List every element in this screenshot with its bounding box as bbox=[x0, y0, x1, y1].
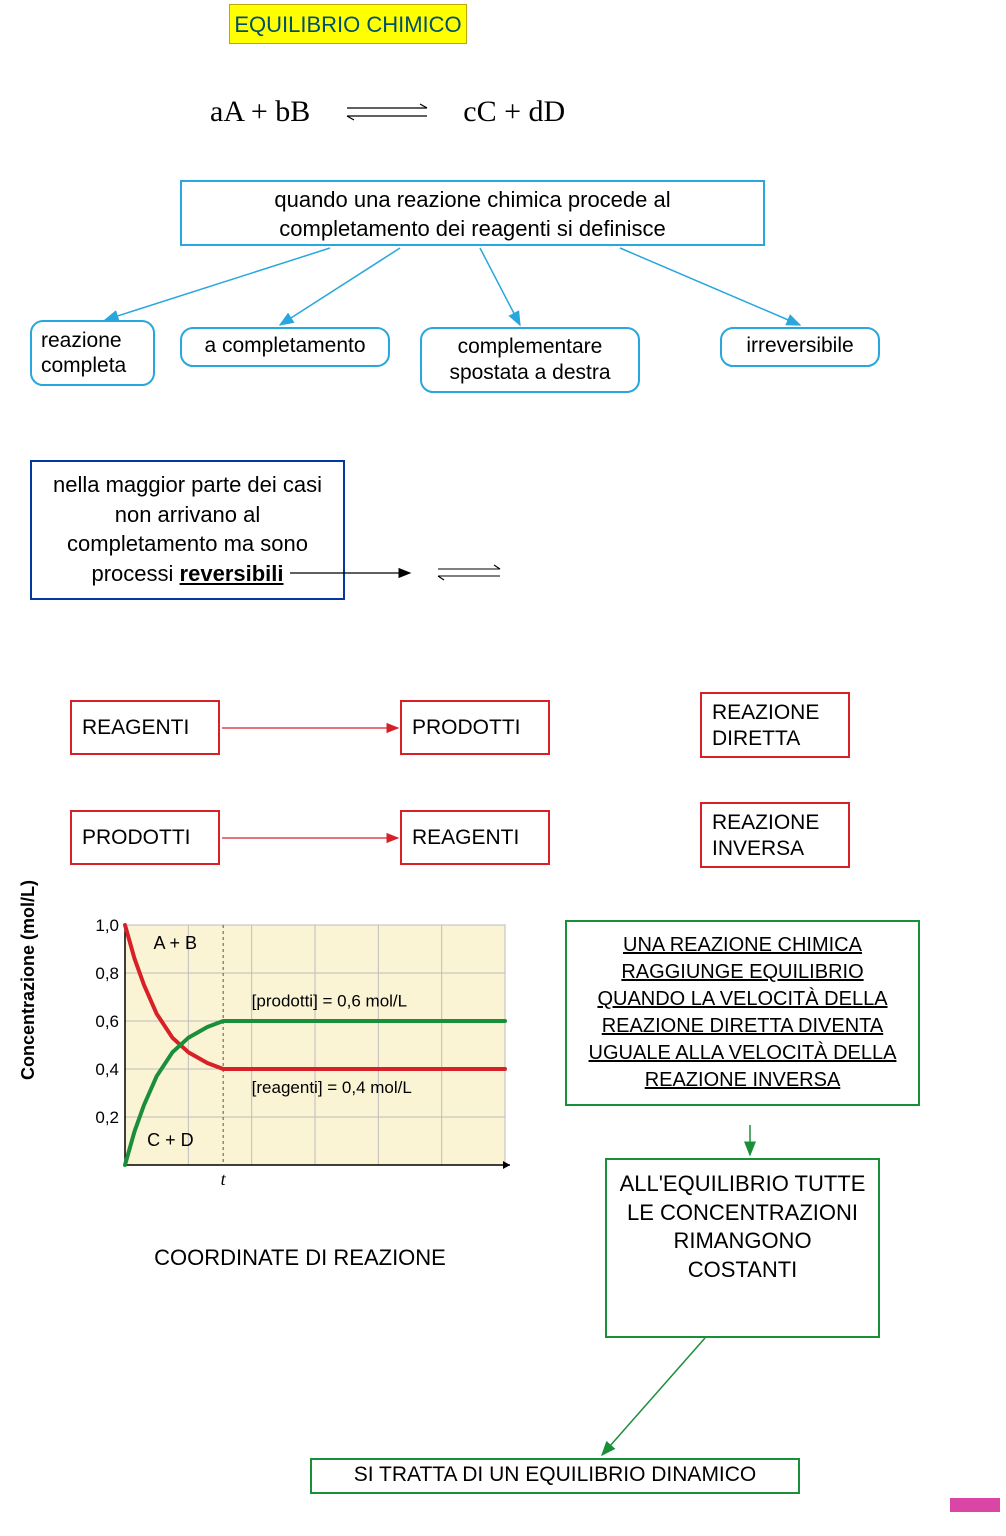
page-mark bbox=[950, 1498, 1000, 1512]
green2-text: ALL'EQUILIBRIO TUTTE LE CONCENTRAZIONI R… bbox=[620, 1171, 866, 1282]
green3-text: SI TRATTA DI UN EQUILIBRIO DINAMICO bbox=[354, 1463, 757, 1486]
green-box-2: ALL'EQUILIBRIO TUTTE LE CONCENTRAZIONI R… bbox=[605, 1158, 880, 1338]
green-box-3: SI TRATTA DI UN EQUILIBRIO DINAMICO bbox=[310, 1458, 800, 1494]
